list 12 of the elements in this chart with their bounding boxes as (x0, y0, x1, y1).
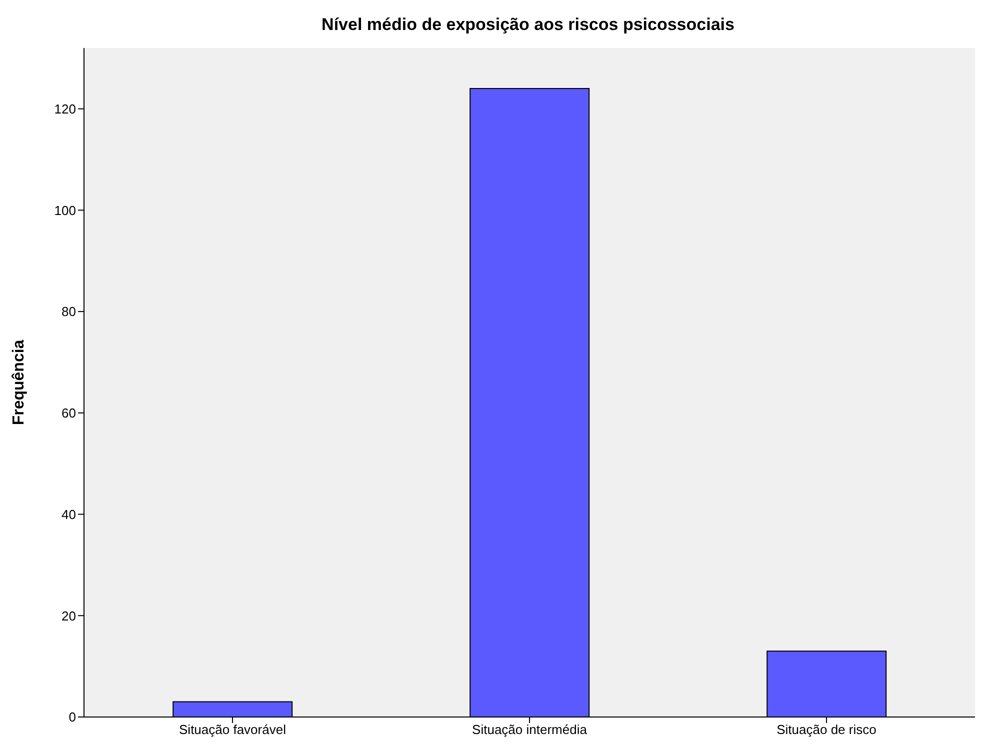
y-tick-label: 120 (54, 101, 76, 116)
y-axis-title: Frequência (10, 340, 28, 426)
y-tick-label: 60 (62, 406, 76, 421)
chart-title: Nível médio de exposição aos riscos psicossociais (320, 14, 736, 36)
y-tick-label: 20 (62, 608, 76, 624)
y-tick-label: 0 (68, 710, 76, 725)
x-tick-label: Situação intermédia (472, 722, 588, 738)
x-tick-label: Situação favorável (179, 722, 286, 738)
y-tick-label: 80 (62, 304, 76, 320)
y-tick-label: 40 (62, 506, 76, 522)
y-tick-label: 100 (54, 202, 76, 218)
x-tick-label: Situação de risco (776, 722, 876, 738)
